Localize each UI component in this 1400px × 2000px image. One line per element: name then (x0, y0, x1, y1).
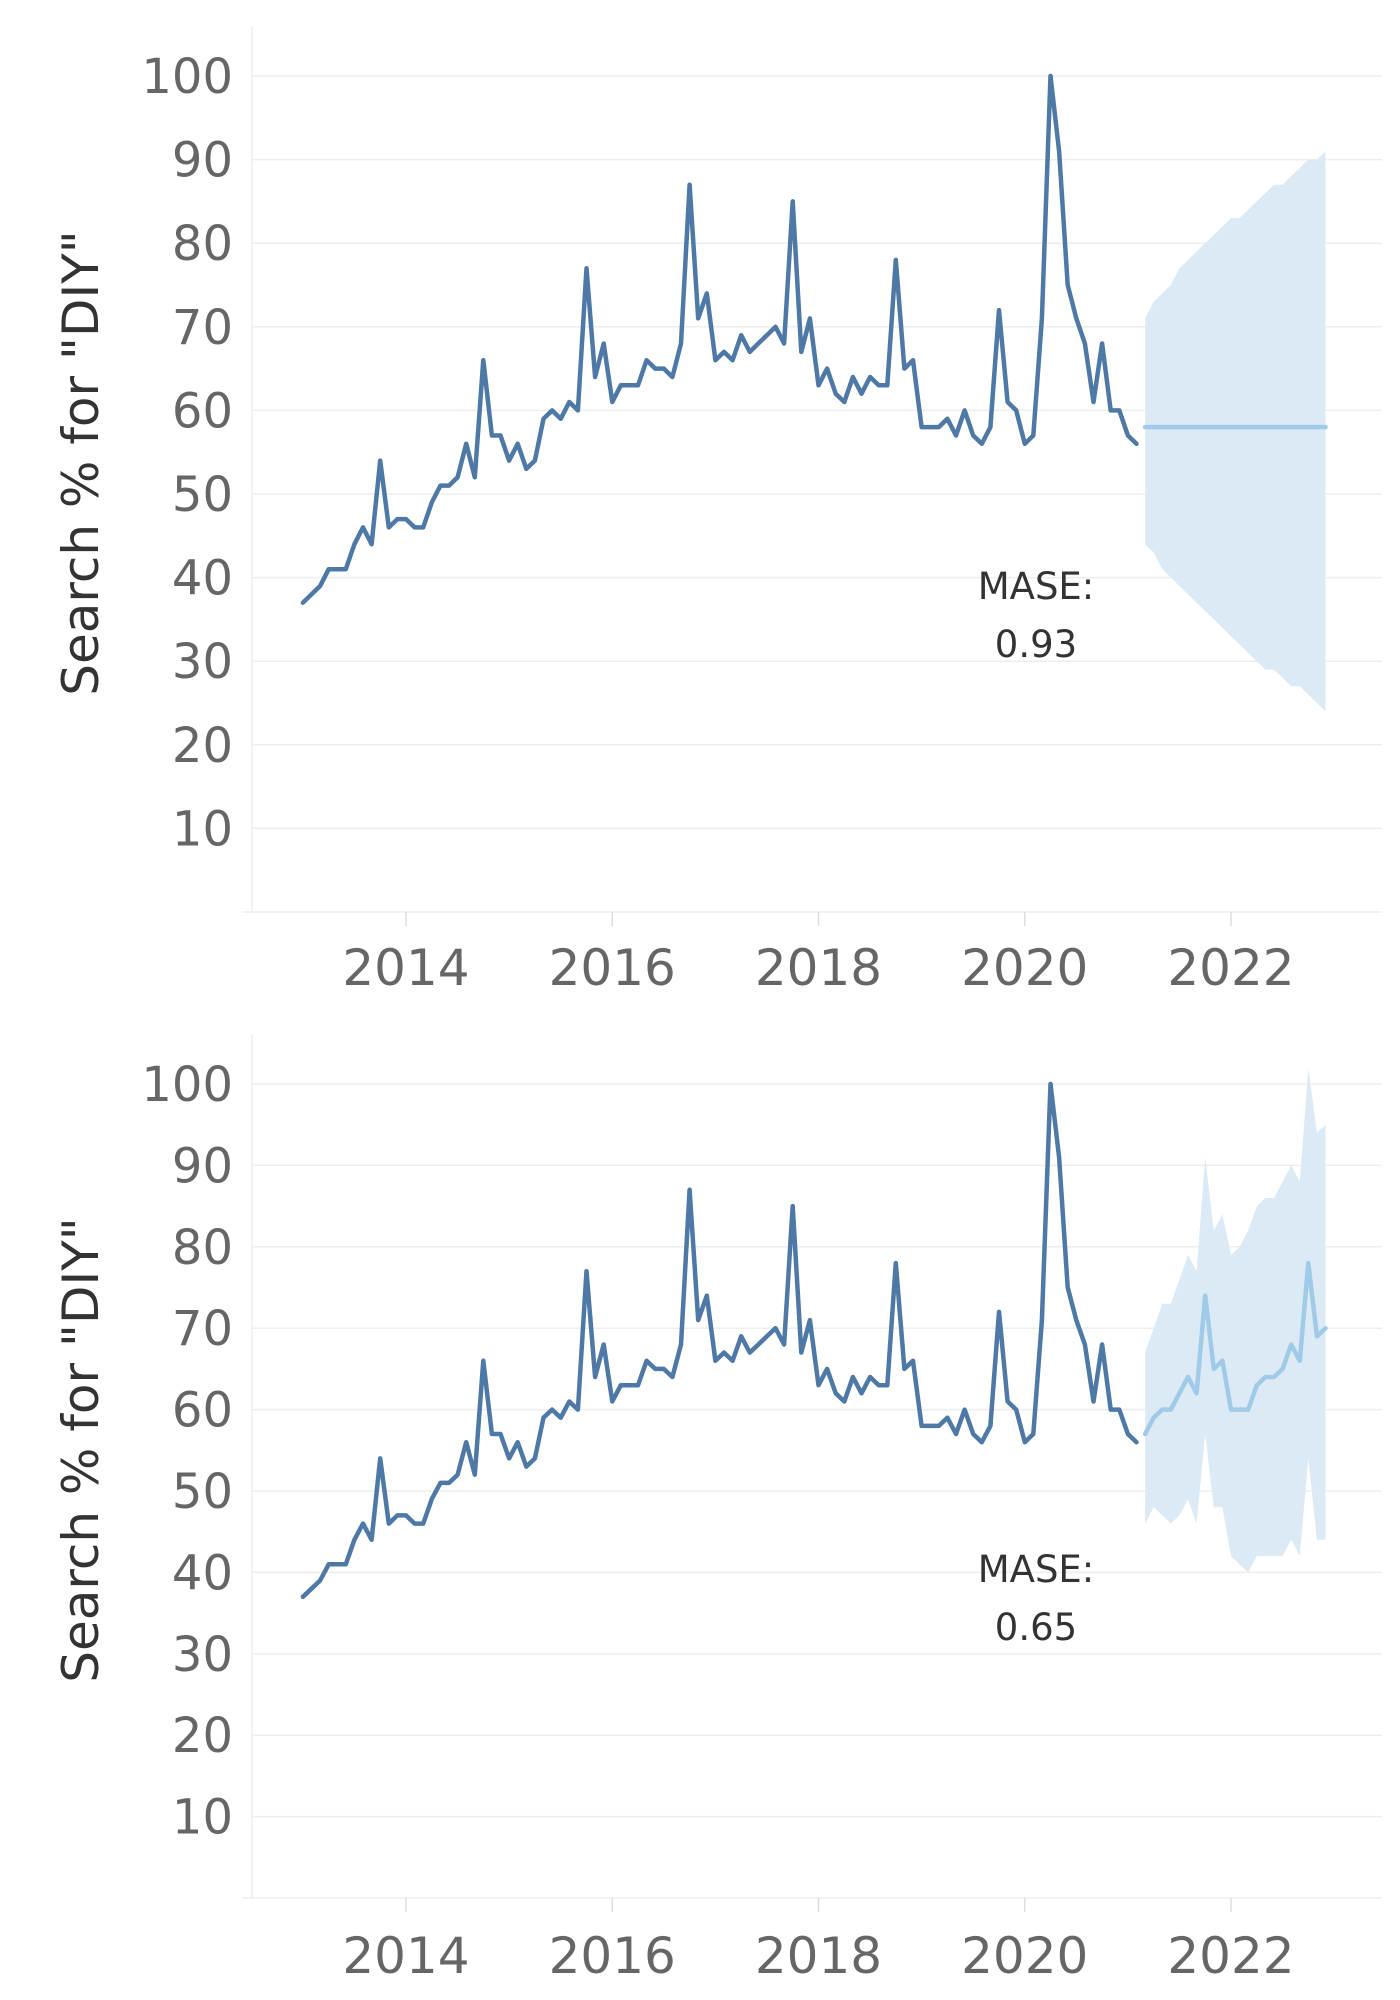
x-tick-label: 2014 (342, 939, 469, 997)
y-tick-label: 100 (141, 1057, 233, 1113)
y-tick-label: 30 (172, 634, 233, 690)
x-tick-label: 2020 (961, 939, 1088, 997)
y-tick-label: 70 (172, 1301, 233, 1357)
history-series-line (300, 1081, 1139, 1600)
axis-ticks: 10 20 30 40 50 60 70 80 90 100 2014 2016 2018 2020 202… (141, 49, 1294, 997)
y-tick-label: 10 (172, 1790, 233, 1846)
series-lines (300, 73, 1328, 605)
mase-value: 0.93 (995, 623, 1077, 666)
forecast-chart-seasonal: 10 20 30 40 50 60 70 80 90 100 2014 2016 2018 2020 202… (52, 1034, 1382, 1985)
y-tick-label: 90 (172, 1138, 233, 1194)
y-tick-label: 80 (172, 216, 233, 272)
y-tick-label: 70 (172, 300, 233, 356)
forecast-chart-naive: 10 20 30 40 50 60 70 80 90 100 2014 2016 2018 2020 202… (52, 26, 1382, 997)
forecast-interval-band (1145, 151, 1326, 712)
y-axis-label: Search % for "DIY" (52, 230, 110, 696)
y-tick-label: 100 (141, 49, 233, 105)
mase-label: MASE: (978, 565, 1095, 608)
x-tick-label: 2020 (961, 1927, 1088, 1985)
y-tick-label: 10 (172, 801, 233, 857)
y-tick-label: 30 (172, 1627, 233, 1683)
y-tick-label: 60 (172, 383, 233, 439)
gridlines (242, 26, 1382, 913)
gridlines (242, 1034, 1382, 1899)
y-tick-label: 60 (172, 1383, 233, 1439)
x-tick-label: 2014 (342, 1927, 469, 1985)
y-tick-label: 90 (172, 133, 233, 189)
x-tick-label: 2022 (1167, 939, 1294, 997)
y-tick-label: 20 (172, 718, 233, 774)
forecast-series-line (1142, 1260, 1328, 1437)
y-tick-label: 50 (172, 467, 233, 523)
series-lines (300, 1081, 1328, 1600)
x-tick-label: 2018 (755, 1927, 882, 1985)
y-tick-label: 50 (172, 1464, 233, 1520)
y-tick-label: 80 (172, 1220, 233, 1276)
forecast-band-layer (1145, 1067, 1326, 1573)
history-series-line (300, 73, 1139, 605)
mase-value: 0.65 (995, 1606, 1077, 1649)
y-tick-label: 20 (172, 1708, 233, 1764)
x-tick-label: 2022 (1167, 1927, 1294, 1985)
mase-label: MASE: (978, 1548, 1095, 1591)
y-axis-label: Search % for "DIY" (52, 1217, 110, 1683)
x-tick-label: 2016 (549, 939, 676, 997)
y-tick-label: 40 (172, 1545, 233, 1601)
forecast-interval-band (1145, 1067, 1326, 1573)
x-tick-label: 2016 (549, 1927, 676, 1985)
x-tick-label: 2018 (755, 939, 882, 997)
forecast-band-layer (1145, 151, 1326, 712)
axis-ticks: 10 20 30 40 50 60 70 80 90 100 2014 2016 2018 2020 202… (141, 1057, 1294, 1985)
y-tick-label: 40 (172, 551, 233, 607)
